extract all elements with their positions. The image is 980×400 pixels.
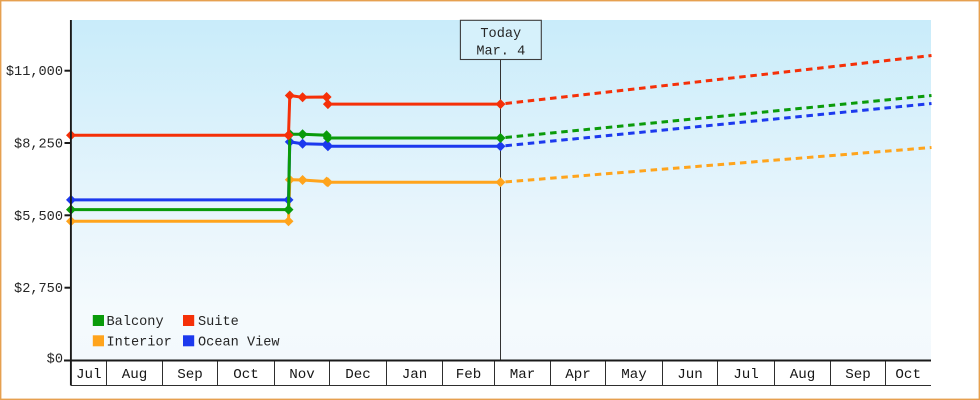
- svg-text:Jan: Jan: [402, 367, 428, 383]
- svg-text:Sep: Sep: [177, 367, 203, 383]
- svg-text:Oct: Oct: [233, 367, 259, 383]
- svg-text:Suite: Suite: [198, 315, 239, 330]
- svg-text:$0: $0: [47, 353, 63, 368]
- svg-text:Dec: Dec: [345, 367, 371, 383]
- svg-text:Apr: Apr: [565, 367, 591, 383]
- svg-text:$2,750: $2,750: [14, 282, 63, 297]
- svg-text:Jul: Jul: [76, 367, 102, 383]
- svg-text:Balcony: Balcony: [107, 315, 164, 330]
- svg-text:Mar. 4: Mar. 4: [476, 45, 525, 60]
- svg-text:Aug: Aug: [122, 367, 148, 383]
- svg-text:Jun: Jun: [677, 367, 703, 383]
- svg-text:May: May: [621, 367, 647, 383]
- svg-text:Nov: Nov: [289, 367, 315, 383]
- svg-text:Mar: Mar: [510, 367, 536, 383]
- svg-text:$11,000: $11,000: [6, 65, 63, 80]
- svg-text:Interior: Interior: [107, 335, 172, 350]
- svg-text:Aug: Aug: [790, 367, 816, 383]
- svg-text:$5,500: $5,500: [14, 210, 63, 225]
- svg-text:Ocean View: Ocean View: [198, 335, 280, 350]
- svg-text:Sep: Sep: [845, 367, 871, 383]
- svg-text:Feb: Feb: [456, 367, 482, 383]
- svg-text:$8,250: $8,250: [14, 138, 63, 153]
- svg-text:Oct: Oct: [895, 367, 921, 383]
- svg-text:Jul: Jul: [733, 367, 759, 383]
- svg-text:Today: Today: [480, 27, 521, 42]
